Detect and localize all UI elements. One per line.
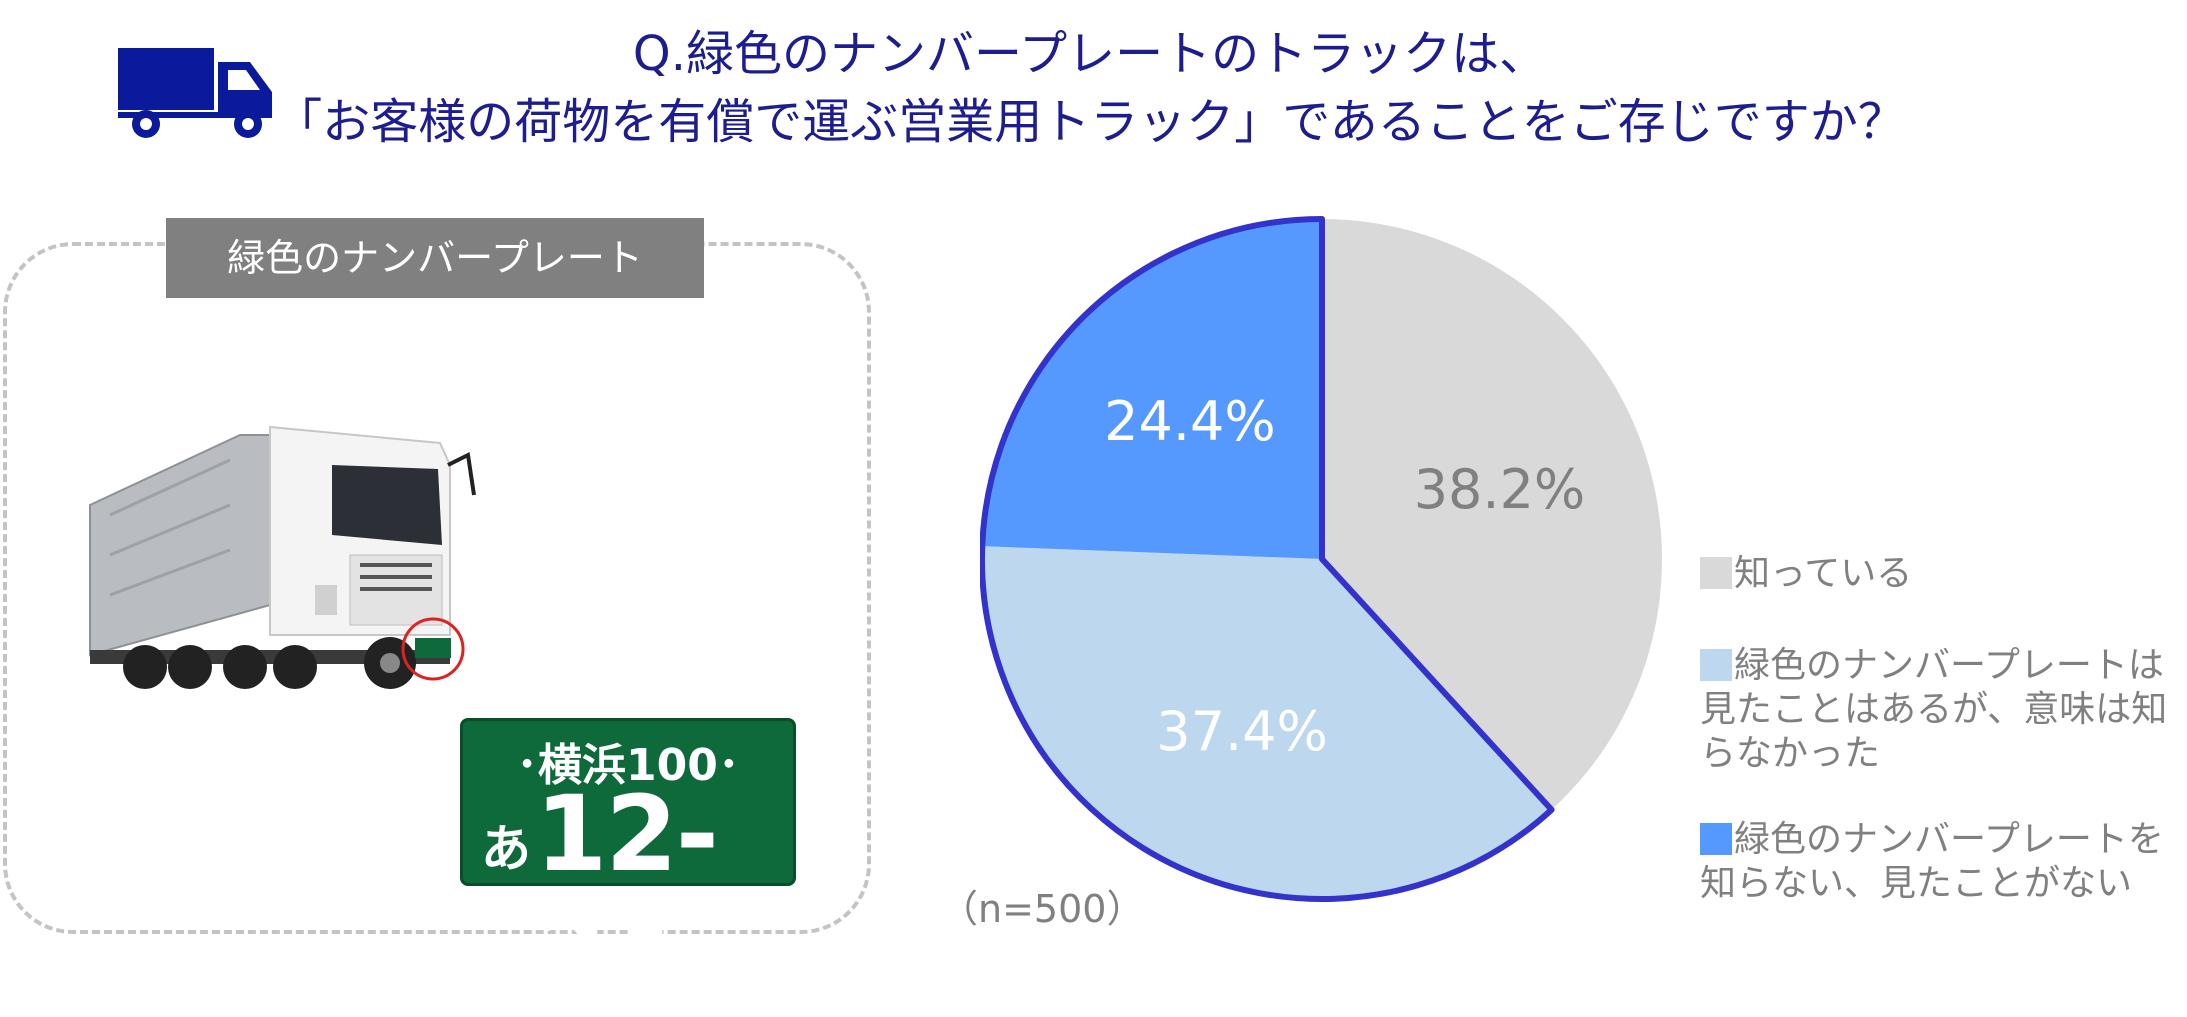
pie-slice-2: [982, 219, 1322, 559]
legend-text: 知っている: [1734, 553, 1913, 594]
pie-label-1: 37.4%: [1156, 700, 1328, 763]
chart-title-line-1: Q.緑色のナンバープレートのトラックは、: [632, 26, 1548, 82]
sample-size: （n=500）: [940, 887, 1145, 931]
legend-swatch: [1700, 649, 1732, 681]
legend-line: 知らない、見たことがない: [1700, 862, 2170, 906]
license-plate: ･横浜100･ あ 12-34: [460, 718, 796, 1017]
pie-slice-0: [1322, 219, 1662, 810]
legend-swatch: [1700, 557, 1732, 589]
legend-swatch: [1700, 823, 1732, 855]
plate-kana: あ: [481, 820, 531, 878]
pie-label-0: 38.2%: [1414, 458, 1586, 521]
truck-icon: [118, 48, 272, 138]
highlight-outline: [980, 216, 1555, 902]
legend-line: 知っている: [1700, 552, 2170, 596]
legend-text: らなかった: [1700, 733, 1881, 774]
legend-line: 緑色のナンバープレートは: [1700, 644, 2170, 688]
pie-chart: 38.2% 37.4% 24.4%: [980, 216, 1662, 902]
legend-line: 見たことはあるが、意味は知: [1700, 688, 2170, 732]
pie-slice-1: [982, 546, 1552, 899]
legend-item-2: 緑色のナンバープレートを 知らない、見たことがない: [1700, 818, 2170, 906]
plate-caption: 緑色のナンバープレート: [166, 218, 704, 298]
plate-number: 12-34: [535, 773, 719, 1017]
legend-item-1: 緑色のナンバープレートは 見たことはあるが、意味は知 らなかった: [1700, 644, 2170, 776]
legend-line: らなかった: [1700, 732, 2170, 776]
legend-item-0: 知っている: [1700, 552, 2170, 596]
legend-text: 見たことはあるが、意味は知: [1700, 689, 2168, 730]
legend-text: 緑色のナンバープレートを: [1734, 819, 2164, 860]
chart-title-line-2: 「お客様の荷物を有償で運ぶ営業用トラック」であることをご存じですか？: [274, 94, 1906, 150]
pie-label-2: 24.4%: [1104, 390, 1276, 453]
legend-text: 緑色のナンバープレートは: [1734, 645, 2164, 686]
plate-region: ･横浜100･: [516, 740, 740, 791]
legend-line: 緑色のナンバープレートを: [1700, 818, 2170, 862]
legend-text: 知らない、見たことがない: [1700, 863, 2133, 904]
truck-photo: [89, 425, 476, 689]
